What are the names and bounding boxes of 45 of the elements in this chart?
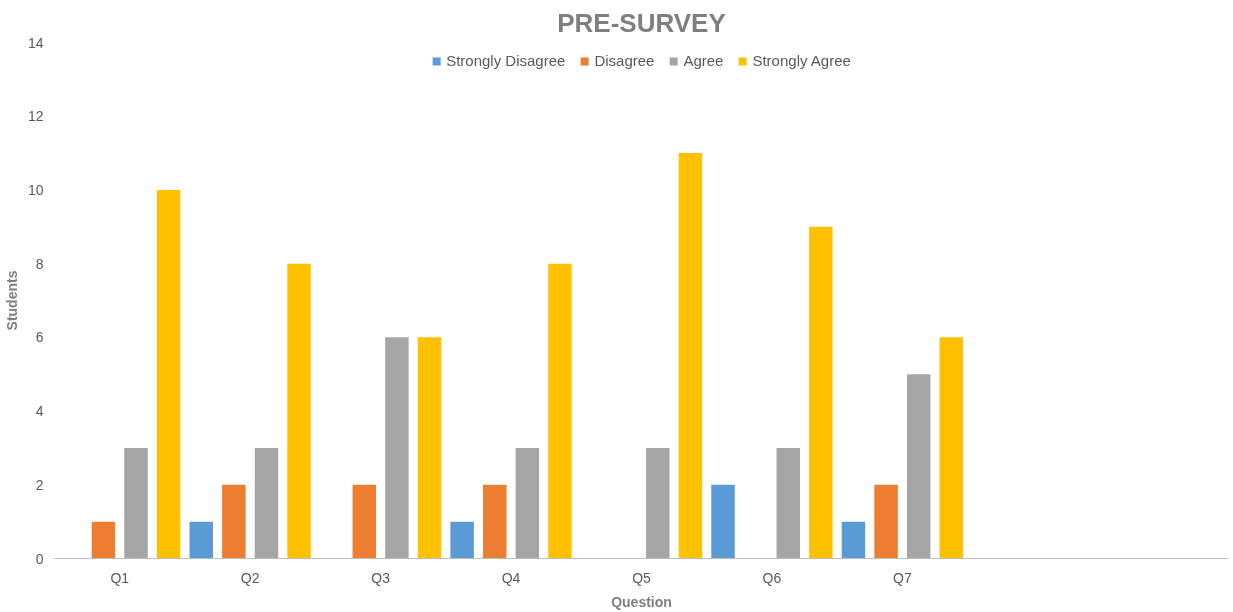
legend-label: Disagree: [594, 52, 655, 69]
bar: [156, 189, 181, 559]
bar: [287, 263, 311, 559]
x-axis-title: Question: [611, 593, 672, 610]
bar: [222, 484, 246, 559]
y-tick-label: 2: [35, 476, 44, 493]
bar: [646, 447, 670, 559]
bar: [189, 521, 213, 559]
x-tick-label: Q5: [632, 569, 652, 586]
bar: [711, 484, 735, 559]
bar: [483, 484, 507, 559]
chart-title: PRE-SURVEY: [557, 7, 726, 38]
y-tick-label: 10: [27, 181, 44, 198]
bar: [874, 484, 898, 559]
bar: [254, 447, 279, 559]
x-tick-label: Q1: [110, 569, 130, 586]
y-axis-title: Students: [3, 270, 20, 331]
bar: [776, 447, 800, 559]
x-tick-label: Q3: [371, 569, 391, 586]
bar: [417, 337, 442, 559]
y-tick-label: 12: [27, 108, 44, 125]
bar: [841, 521, 866, 559]
bar: [548, 263, 572, 559]
bar: [385, 337, 409, 559]
bar: [939, 337, 964, 559]
legend-label: Strongly Disagree: [446, 52, 566, 69]
x-tick-label: Q2: [240, 569, 260, 586]
y-tick-label: 4: [35, 403, 44, 420]
bar: [352, 484, 377, 559]
bar: [678, 153, 703, 559]
x-tick-label: Q4: [501, 569, 521, 586]
y-tick-label: 14: [27, 34, 44, 51]
bar: [906, 374, 931, 559]
bar: [809, 226, 833, 559]
bar: [124, 447, 148, 559]
y-tick-label: 0: [35, 550, 44, 567]
x-tick-label: Q6: [762, 569, 782, 586]
x-tick-label: Q7: [893, 569, 912, 586]
legend-label: Strongly Agree: [752, 52, 851, 69]
y-tick-label: 6: [35, 329, 44, 346]
legend-label: Agree: [683, 52, 724, 69]
bar: [91, 521, 116, 559]
bar: [515, 447, 540, 559]
bar: [450, 521, 474, 559]
y-tick-label: 8: [35, 255, 44, 272]
